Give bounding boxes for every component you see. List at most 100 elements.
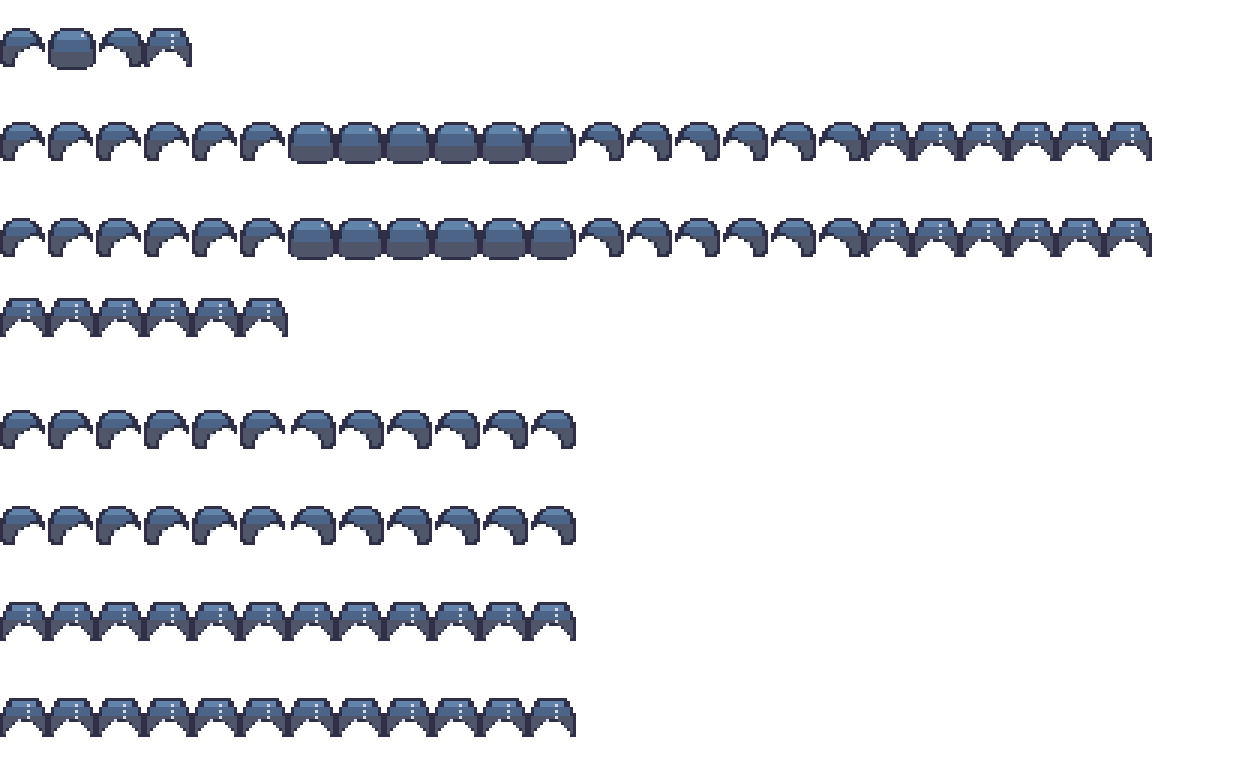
- sprite-front: [1008, 218, 1056, 263]
- sprite-front: [960, 122, 1008, 167]
- sprite-round: [480, 122, 528, 167]
- sprite-row: [0, 698, 576, 744]
- sprite-front: [912, 218, 960, 263]
- sprite-side-left: [48, 122, 96, 167]
- sprite-round: [528, 122, 576, 167]
- sprite-front: [432, 602, 480, 647]
- sprite-side-right: [768, 218, 816, 263]
- sprite-side-left: [96, 410, 144, 455]
- sprite-side-left: [192, 218, 240, 263]
- sprite-front: [288, 602, 336, 647]
- sprite-side-right: [720, 122, 768, 167]
- sprite-side-right: [576, 218, 624, 263]
- sprite-side-right: [96, 28, 144, 73]
- sprite-side-left: [0, 122, 48, 167]
- sprite-front: [240, 698, 288, 743]
- sprite-side-right: [480, 410, 528, 455]
- sprite-side-right: [480, 506, 528, 551]
- sprite-side-right: [720, 218, 768, 263]
- sprite-side-right: [432, 410, 480, 455]
- sprite-side-left: [96, 506, 144, 551]
- sprite-round: [432, 218, 480, 263]
- sprite-round: [528, 218, 576, 263]
- sprite-side-left: [192, 122, 240, 167]
- sprite-side-right: [288, 506, 336, 551]
- sprite-round: [480, 218, 528, 263]
- sprite-front: [480, 698, 528, 743]
- sprite-front: [144, 298, 192, 343]
- sprite-front: [48, 298, 96, 343]
- sprite-front: [48, 698, 96, 743]
- sprite-front: [384, 602, 432, 647]
- sprite-side-left: [48, 410, 96, 455]
- sprite-row: [0, 602, 576, 648]
- sprite-front: [480, 602, 528, 647]
- sprite-side-left: [0, 218, 48, 263]
- sprite-front: [96, 298, 144, 343]
- sprite-front: [240, 298, 288, 343]
- sprite-side-right: [288, 410, 336, 455]
- sprite-side-left: [0, 28, 48, 73]
- sprite-side-right: [336, 506, 384, 551]
- sprite-side-right: [816, 218, 864, 263]
- sprite-front: [144, 698, 192, 743]
- sprite-round: [48, 28, 96, 73]
- sprite-side-left: [240, 218, 288, 263]
- sprite-front: [240, 602, 288, 647]
- sprite-round: [336, 122, 384, 167]
- sprite-round: [384, 122, 432, 167]
- sprite-side-right: [384, 410, 432, 455]
- sprite-side-left: [48, 218, 96, 263]
- sprite-front: [384, 698, 432, 743]
- sprite-round: [288, 218, 336, 263]
- sprite-row: [0, 218, 1152, 264]
- sprite-front: [288, 698, 336, 743]
- sprite-front: [144, 602, 192, 647]
- sprite-front: [1008, 122, 1056, 167]
- sprite-side-left: [144, 506, 192, 551]
- sprite-round: [432, 122, 480, 167]
- sprite-front: [1104, 122, 1152, 167]
- sprite-front: [864, 122, 912, 167]
- sprite-side-left: [192, 410, 240, 455]
- sprite-front: [0, 602, 48, 647]
- sprite-front: [1056, 218, 1104, 263]
- sprite-side-left: [0, 410, 48, 455]
- sprite-side-right: [672, 218, 720, 263]
- sprite-side-right: [672, 122, 720, 167]
- sprite-side-left: [192, 506, 240, 551]
- sprite-side-right: [624, 122, 672, 167]
- sprite-side-right: [624, 218, 672, 263]
- sprite-round: [336, 218, 384, 263]
- sprite-front: [96, 698, 144, 743]
- sprite-row: [0, 28, 192, 74]
- sprite-row: [0, 506, 576, 552]
- sprite-side-right: [384, 506, 432, 551]
- sprite-side-right: [816, 122, 864, 167]
- sprite-front: [1104, 218, 1152, 263]
- sprite-front: [0, 298, 48, 343]
- sprite-row: [0, 122, 1152, 168]
- sprite-side-left: [144, 410, 192, 455]
- sprite-side-left: [240, 506, 288, 551]
- sprite-side-left: [240, 410, 288, 455]
- sprite-front: [912, 122, 960, 167]
- sprite-side-left: [0, 506, 48, 551]
- sprite-front: [48, 602, 96, 647]
- sprite-side-right: [528, 410, 576, 455]
- sprite-front: [432, 698, 480, 743]
- sprite-round: [288, 122, 336, 167]
- sprite-front: [336, 602, 384, 647]
- sprite-front: [528, 698, 576, 743]
- sprite-side-right: [336, 410, 384, 455]
- sprite-side-left: [240, 122, 288, 167]
- sprite-front: [192, 602, 240, 647]
- sprite-front: [960, 218, 1008, 263]
- sprite-round: [384, 218, 432, 263]
- sprite-front: [144, 28, 192, 73]
- sprite-front: [864, 218, 912, 263]
- sprite-side-left: [96, 218, 144, 263]
- sprite-front: [192, 698, 240, 743]
- sprite-side-left: [144, 122, 192, 167]
- sprite-side-left: [48, 506, 96, 551]
